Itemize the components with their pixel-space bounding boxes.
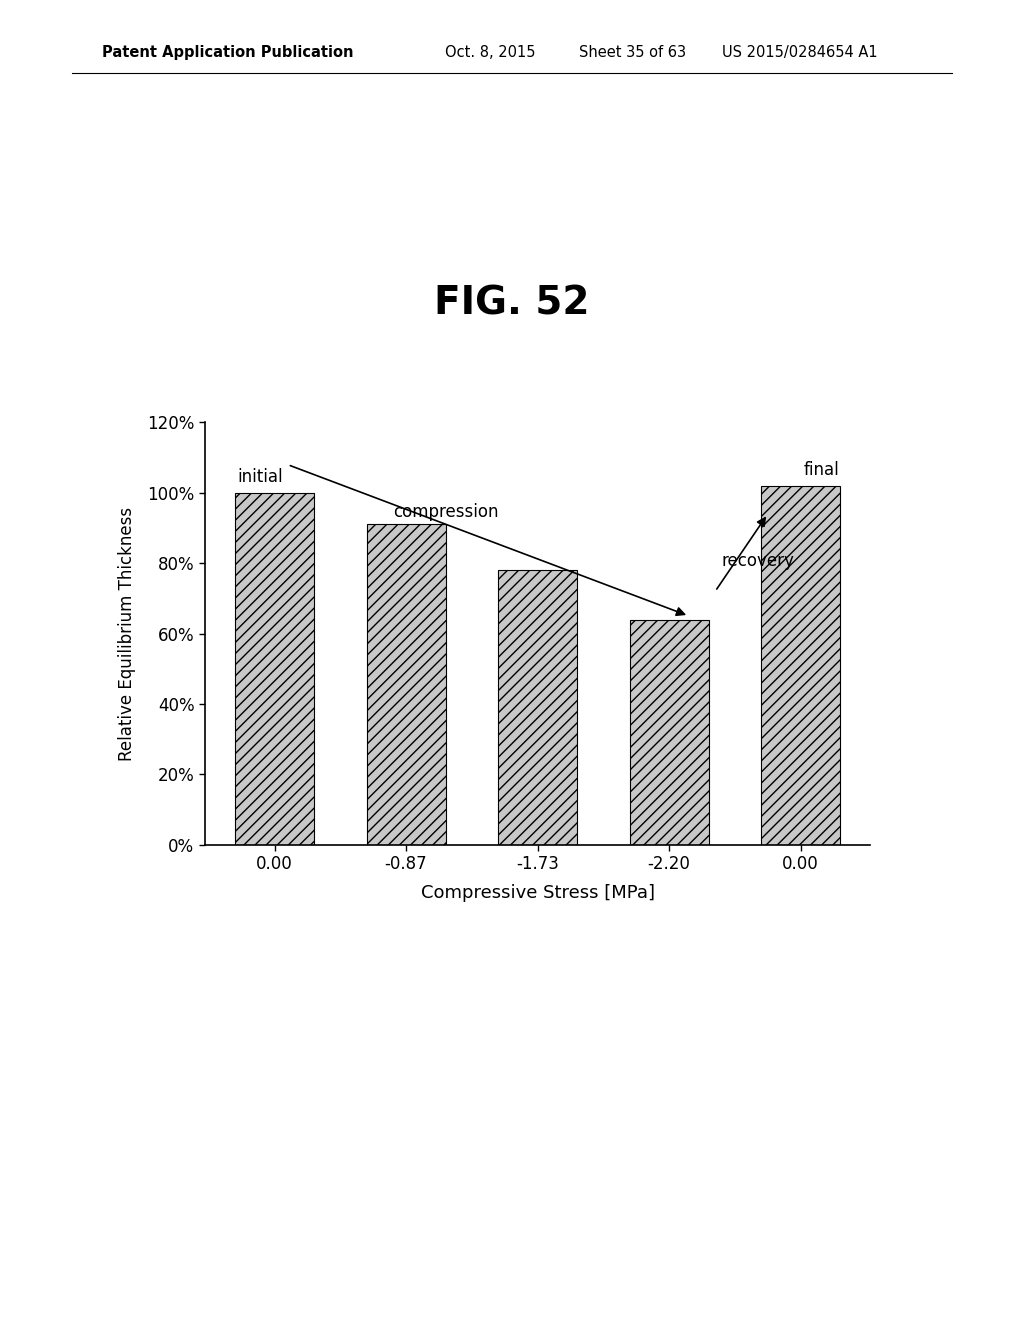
Text: recovery: recovery [722,552,795,570]
Bar [236,492,314,845]
Text: Oct. 8, 2015: Oct. 8, 2015 [445,45,536,59]
Y-axis label: Relative Equilibrium Thickness: Relative Equilibrium Thickness [118,507,136,760]
Bar [761,486,840,845]
X-axis label: Compressive Stress [MPa]: Compressive Stress [MPa] [421,884,654,903]
Text: US 2015/0284654 A1: US 2015/0284654 A1 [722,45,878,59]
Text: compression: compression [393,503,499,521]
Text: initial: initial [238,467,284,486]
Text: FIG. 52: FIG. 52 [434,285,590,322]
Text: Patent Application Publication: Patent Application Publication [102,45,354,59]
Bar [498,570,578,845]
Text: Sheet 35 of 63: Sheet 35 of 63 [579,45,686,59]
Bar [367,524,445,845]
Text: final: final [803,461,839,479]
Bar [630,619,709,845]
